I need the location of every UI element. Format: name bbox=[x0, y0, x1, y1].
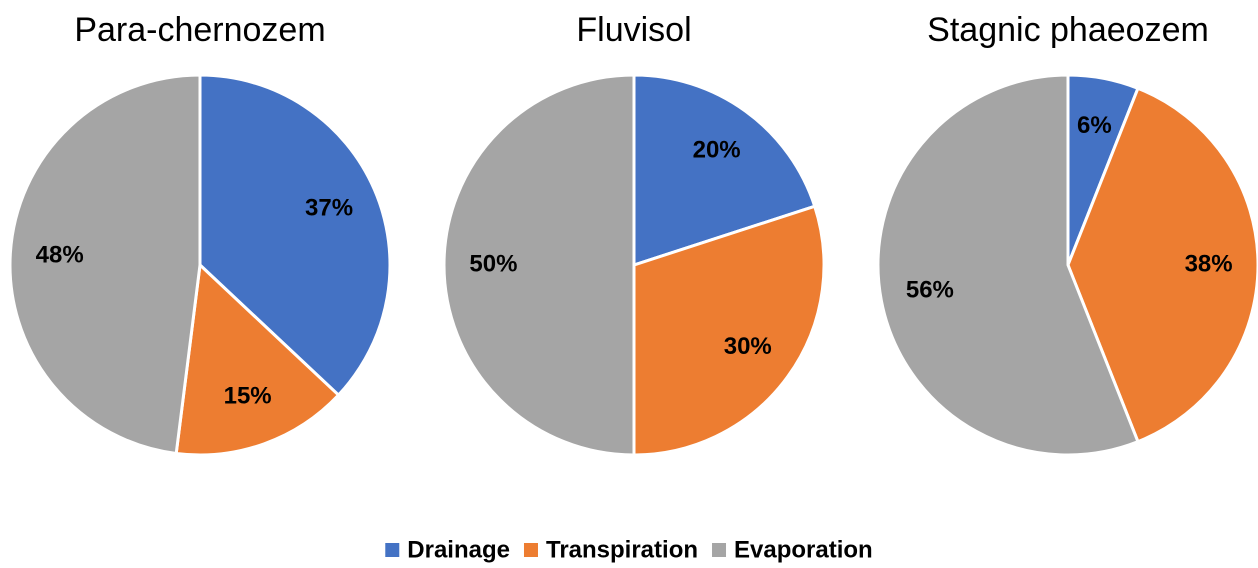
data-label: 15% bbox=[224, 383, 272, 410]
legend-label: Drainage bbox=[407, 536, 510, 563]
chart-title: Fluvisol bbox=[576, 11, 691, 49]
data-label: 50% bbox=[469, 250, 517, 277]
pie-slice bbox=[174, 261, 341, 457]
pie-slice bbox=[442, 73, 636, 457]
data-label: 38% bbox=[1185, 250, 1233, 277]
legend-swatch bbox=[523, 543, 538, 557]
pie-slice bbox=[632, 73, 817, 268]
chart-title: Stagnic phaeozem bbox=[927, 11, 1209, 49]
data-label: 30% bbox=[724, 333, 772, 360]
legend-swatch bbox=[385, 543, 400, 557]
pie-slice bbox=[876, 73, 1140, 457]
legend-label: Evaporation bbox=[734, 536, 873, 563]
pie-slice bbox=[198, 73, 392, 398]
legend-swatch bbox=[712, 543, 727, 557]
chart-title: Para-chernozem bbox=[74, 11, 325, 49]
data-label: 48% bbox=[36, 242, 84, 269]
pie-slice bbox=[632, 204, 826, 457]
data-label: 6% bbox=[1077, 112, 1112, 139]
data-label: 20% bbox=[693, 137, 741, 164]
legend-label: Transpiration bbox=[546, 536, 698, 563]
data-label: 37% bbox=[305, 195, 353, 222]
data-label: 56% bbox=[906, 277, 954, 304]
pie-slice bbox=[8, 73, 202, 456]
